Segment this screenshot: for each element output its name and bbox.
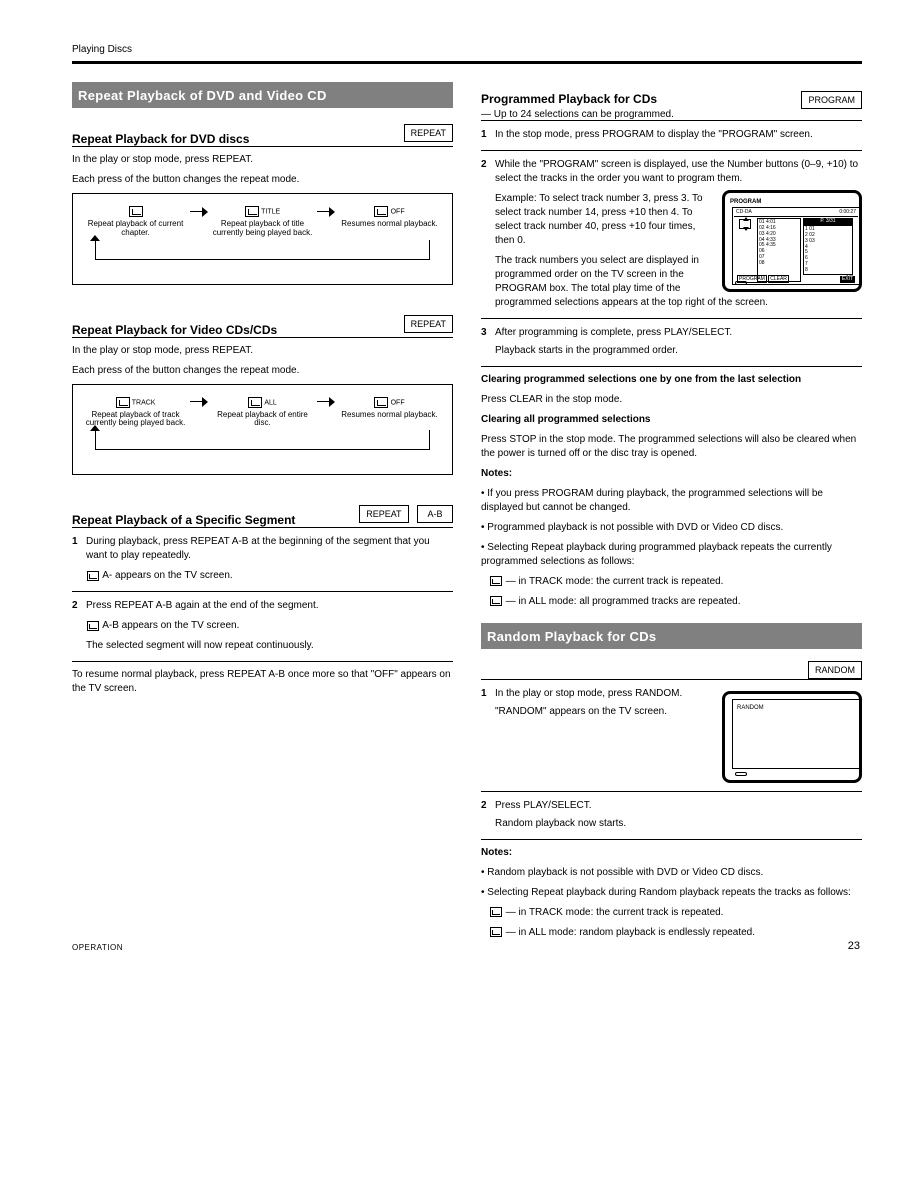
note-item: — in ALL mode: all programmed tracks are… [489, 595, 862, 609]
feature-random: RANDOM [481, 661, 862, 679]
arrow-loop-icon [83, 240, 442, 266]
section-title-repeat: Repeat Playback of DVD and Video CD [72, 82, 453, 108]
step-number: 2 [481, 158, 495, 310]
repeat-icon [374, 397, 388, 408]
arrow-loop-icon [83, 430, 442, 456]
feature-vcd-repeat: Repeat Playback for Video CDs/CDs REPEAT [72, 311, 453, 337]
step-number: 2 [72, 599, 86, 613]
feature-dvd-repeat: Repeat Playback for DVD discs REPEAT [72, 120, 453, 146]
dvd-intro: In the play or stop mode, press REPEAT. [72, 153, 453, 167]
footer-section-label: OPERATION [72, 943, 123, 952]
vcd-note: Each press of the button changes the rep… [72, 364, 453, 378]
arrow-right-icon [188, 397, 210, 407]
note-item: • Random playback is not possible with D… [481, 866, 862, 880]
dvd-note: Each press of the button changes the rep… [72, 173, 453, 187]
step-text: While the "PROGRAM" screen is displayed,… [495, 158, 862, 310]
dvd-repeat-title: Repeat Playback for DVD discs [72, 132, 249, 146]
subheading: Clearing all programmed selections [481, 413, 862, 427]
notes-heading: Notes: [481, 846, 862, 860]
arrow-right-icon [188, 207, 210, 217]
repeat-icon [490, 927, 502, 937]
repeat-icon [129, 206, 143, 217]
step-number: 2 [481, 799, 495, 831]
repeat-icon [490, 576, 502, 586]
repeat-icon [374, 206, 388, 217]
repeat-icon [490, 907, 502, 917]
page-number: 23 [848, 940, 860, 952]
feature-programmed: Programmed Playback for CDs — Up to 24 s… [481, 80, 862, 120]
tv-screen-random: RANDOM [722, 691, 862, 783]
step-number: 1 [72, 535, 86, 563]
vcd-repeat-title: Repeat Playback for Video CDs/CDs [72, 323, 277, 337]
step-number: 3 [481, 326, 495, 358]
programmed-title: Programmed Playback for CDs — Up to 24 s… [481, 92, 674, 120]
step-detail: To resume normal playback, press REPEAT … [72, 668, 453, 696]
repeat-ab-title: Repeat Playback of a Specific Segment [72, 513, 295, 527]
repeat-icon [87, 621, 99, 631]
random-button-label: RANDOM [808, 661, 862, 679]
vcd-flow-diagram: TRACK ALL OFF Repeat playback of track c… [72, 384, 453, 476]
note-item: • Selecting Repeat playback during Rando… [481, 886, 862, 900]
flow-desc: Resumes normal playback. [337, 220, 442, 238]
top-rule [72, 61, 862, 64]
section-title-random: Random Playback for CDs [481, 623, 862, 649]
repeat-icon [248, 397, 262, 408]
note-item: • Programmed playback is not possible wi… [481, 521, 862, 535]
program-button-label: PROGRAM [801, 91, 862, 109]
note-item: • If you press PROGRAM during playback, … [481, 487, 862, 515]
subheading: Clearing programmed selections one by on… [481, 373, 862, 387]
repeat-icon [245, 206, 259, 217]
left-column: Repeat Playback of DVD and Video CD Repe… [72, 82, 453, 940]
tv-screen-program: PROGRAM CD-DA 0:00:27 [722, 190, 862, 292]
step-text: During playback, press REPEAT A-B at the… [86, 535, 453, 563]
step-text: Press PLAY/SELECT. Random playback now s… [495, 799, 862, 831]
body-text: Press CLEAR in the stop mode. [481, 393, 862, 407]
step-detail: A- appears on the TV screen. [86, 569, 453, 583]
note-item: — in TRACK mode: the current track is re… [489, 575, 862, 589]
arrow-right-icon [315, 397, 337, 407]
ab-button-label: A-B [417, 505, 453, 523]
repeat-icon [87, 571, 99, 581]
step-detail: The selected segment will now repeat con… [86, 639, 453, 653]
step-text: In the stop mode, press PROGRAM to displ… [495, 128, 862, 142]
repeat-icon [116, 397, 130, 408]
step-text: Press REPEAT A-B again at the end of the… [86, 599, 453, 613]
arrow-right-icon [315, 207, 337, 217]
repeat-button-label: REPEAT [404, 315, 453, 333]
feature-repeat-ab: Repeat Playback of a Specific Segment RE… [72, 501, 453, 527]
running-header: Playing Discs [72, 44, 862, 55]
repeat-button-label: REPEAT [404, 124, 453, 142]
right-column: Programmed Playback for CDs — Up to 24 s… [481, 82, 862, 940]
step-number: 1 [481, 687, 495, 783]
step-detail: A-B appears on the TV screen. [86, 619, 453, 633]
step-text: After programming is complete, press PLA… [495, 326, 862, 358]
body-text: Press STOP in the stop mode. The program… [481, 433, 862, 461]
step-text: In the play or stop mode, press RANDOM. … [495, 687, 862, 783]
note-item: — in ALL mode: random playback is endles… [489, 926, 862, 940]
notes-heading: Notes: [481, 467, 862, 481]
step-number: 1 [481, 128, 495, 142]
dvd-flow-diagram: TITLE OFF Repeat playback of current cha… [72, 193, 453, 285]
flow-desc: Resumes normal playback. [337, 411, 442, 429]
repeat-button-label: REPEAT [359, 505, 408, 523]
flow-desc: Repeat playback of title currently being… [210, 220, 315, 238]
flow-desc: Repeat playback of entire disc. [210, 411, 315, 429]
note-item: • Selecting Repeat playback during progr… [481, 541, 862, 569]
repeat-icon [490, 596, 502, 606]
vcd-intro: In the play or stop mode, press REPEAT. [72, 344, 453, 358]
note-item: — in TRACK mode: the current track is re… [489, 906, 862, 920]
